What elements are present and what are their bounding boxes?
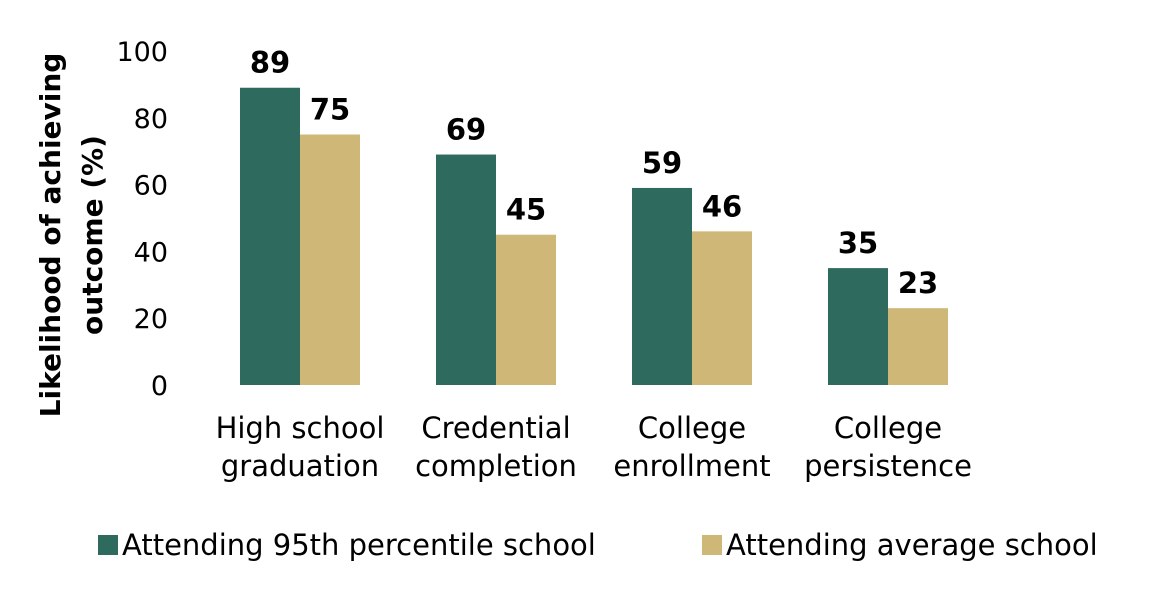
bar: [436, 154, 496, 385]
legend-swatch-average-school: [702, 535, 722, 555]
legend-label-95th-percentile: Attending 95th percentile school: [122, 528, 596, 562]
x-tick-label: High school: [216, 411, 385, 445]
bar: [300, 134, 360, 385]
data-label: 89: [250, 46, 290, 80]
y-tick-label: 100: [116, 37, 168, 68]
bar: [496, 234, 556, 385]
legend: Attending 95th percentile school Attendi…: [98, 528, 1098, 562]
y-axis: 0 20 40 60 80 100: [116, 37, 168, 402]
bar: [828, 268, 888, 385]
y-tick-label: 80: [134, 104, 168, 135]
x-tick-label: persistence: [804, 449, 972, 483]
y-tick-label: 60: [134, 171, 168, 202]
data-label: 35: [838, 226, 878, 260]
x-tick-label: graduation: [221, 449, 379, 483]
y-axis-title-line-2: outcome (%): [76, 135, 109, 335]
y-tick-label: 0: [151, 371, 168, 402]
x-tick-label: enrollment: [613, 449, 770, 483]
bar: [692, 231, 752, 385]
y-axis-title-line-1: Likelihood of achieving: [34, 53, 67, 418]
data-label: 69: [446, 113, 486, 147]
legend-label-average-school: Attending average school: [726, 528, 1098, 562]
data-label: 23: [898, 266, 938, 300]
plot-area: 89 75 69 45 59 46 35 23: [240, 46, 948, 386]
x-tick-label: completion: [415, 449, 577, 483]
x-tick-label: Credential: [421, 411, 570, 445]
x-tick-label: College: [834, 411, 942, 445]
data-label: 75: [310, 93, 350, 127]
bar: [632, 187, 692, 385]
data-label: 46: [702, 189, 742, 223]
bar: [240, 87, 300, 386]
legend-swatch-95th-percentile: [98, 535, 118, 555]
y-axis-title: Likelihood of achieving outcome (%): [34, 53, 109, 418]
y-tick-label: 20: [134, 304, 168, 335]
x-axis: High school graduation Credential completio…: [216, 411, 972, 483]
data-label: 45: [506, 193, 546, 227]
data-label: 59: [642, 146, 682, 180]
x-tick-label: College: [638, 411, 746, 445]
bar: [888, 308, 948, 385]
y-tick-label: 40: [134, 237, 168, 268]
